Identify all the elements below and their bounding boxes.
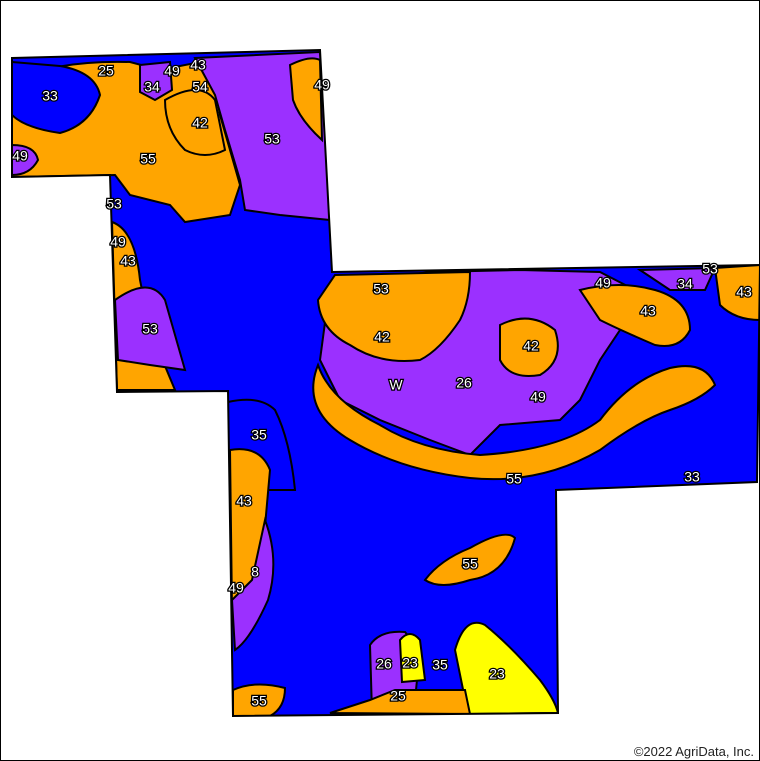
soil-label: 49 [314, 77, 330, 93]
soil-label: 33 [684, 469, 700, 485]
soil-label: 42 [523, 338, 539, 354]
soil-unit-yellow-23-large [453, 621, 560, 716]
soil-unit-yellow-23-small [398, 633, 427, 684]
soil-unit-orange-42-central [499, 317, 559, 377]
soil-label: 34 [677, 276, 693, 292]
soil-unit-orange-53-central [316, 270, 472, 362]
soil-label: 43 [736, 284, 752, 300]
soil-label: 25 [390, 688, 406, 704]
soil-unit-purple-34 [139, 60, 174, 102]
soil-label: 55 [251, 693, 267, 709]
soil-label: 35 [432, 657, 448, 673]
soil-unit-purple-53-west [113, 286, 187, 372]
soil-label: 43 [236, 493, 252, 509]
soil-label: 26 [376, 656, 392, 672]
soil-label: 49 [164, 63, 180, 79]
soil-label: 43 [120, 253, 136, 269]
soil-label: 49 [530, 389, 546, 405]
soil-label: 55 [140, 151, 156, 167]
soil-unit-orange-55-south [423, 533, 517, 586]
soil-label: 53 [106, 196, 122, 212]
soil-label: 33 [42, 88, 58, 104]
soil-unit-orange-43-east [578, 284, 692, 347]
soil-label: 25 [98, 63, 114, 79]
soil-unit-purple-8-49 [230, 516, 275, 652]
soil-label: 53 [264, 131, 280, 147]
soil-label: 43 [190, 57, 206, 73]
soil-label: 53 [142, 321, 158, 337]
soil-label: W [389, 377, 403, 393]
soil-label: 53 [373, 281, 389, 297]
soil-label: 34 [144, 79, 160, 95]
soil-unit-blue-33 [12, 60, 102, 135]
soil-unit-orange-49-north [288, 57, 324, 143]
soil-label: 53 [702, 261, 718, 277]
soil-unit-orange-25 [329, 688, 472, 716]
soil-label: 55 [506, 471, 522, 487]
field-boundary [11, 48, 760, 718]
soil-label: 35 [251, 427, 267, 443]
soil-label: 49 [110, 234, 126, 250]
soil-unit-purple-west-49 [12, 143, 40, 177]
soil-unit-orange-55-ring [312, 362, 717, 481]
soil-unit-orange-42 [163, 89, 227, 156]
soil-label: 26 [456, 375, 472, 391]
soil-unit-purple-34-east [636, 266, 717, 291]
soil-label: 42 [192, 115, 208, 131]
copyright-text: ©2022 AgriData, Inc. [633, 744, 754, 759]
soil-label: 42 [374, 329, 390, 345]
soil-label: 23 [402, 655, 418, 671]
soil-label: 8 [251, 564, 259, 580]
soil-label: 49 [12, 148, 28, 164]
soil-unit-orange-55-sw [232, 683, 287, 716]
soil-label: 23 [489, 666, 505, 682]
soil-label: 49 [595, 275, 611, 291]
soil-label: 43 [640, 303, 656, 319]
soil-label: 49 [228, 580, 244, 596]
soil-label: 55 [462, 556, 478, 572]
soil-label: 54 [192, 79, 208, 95]
